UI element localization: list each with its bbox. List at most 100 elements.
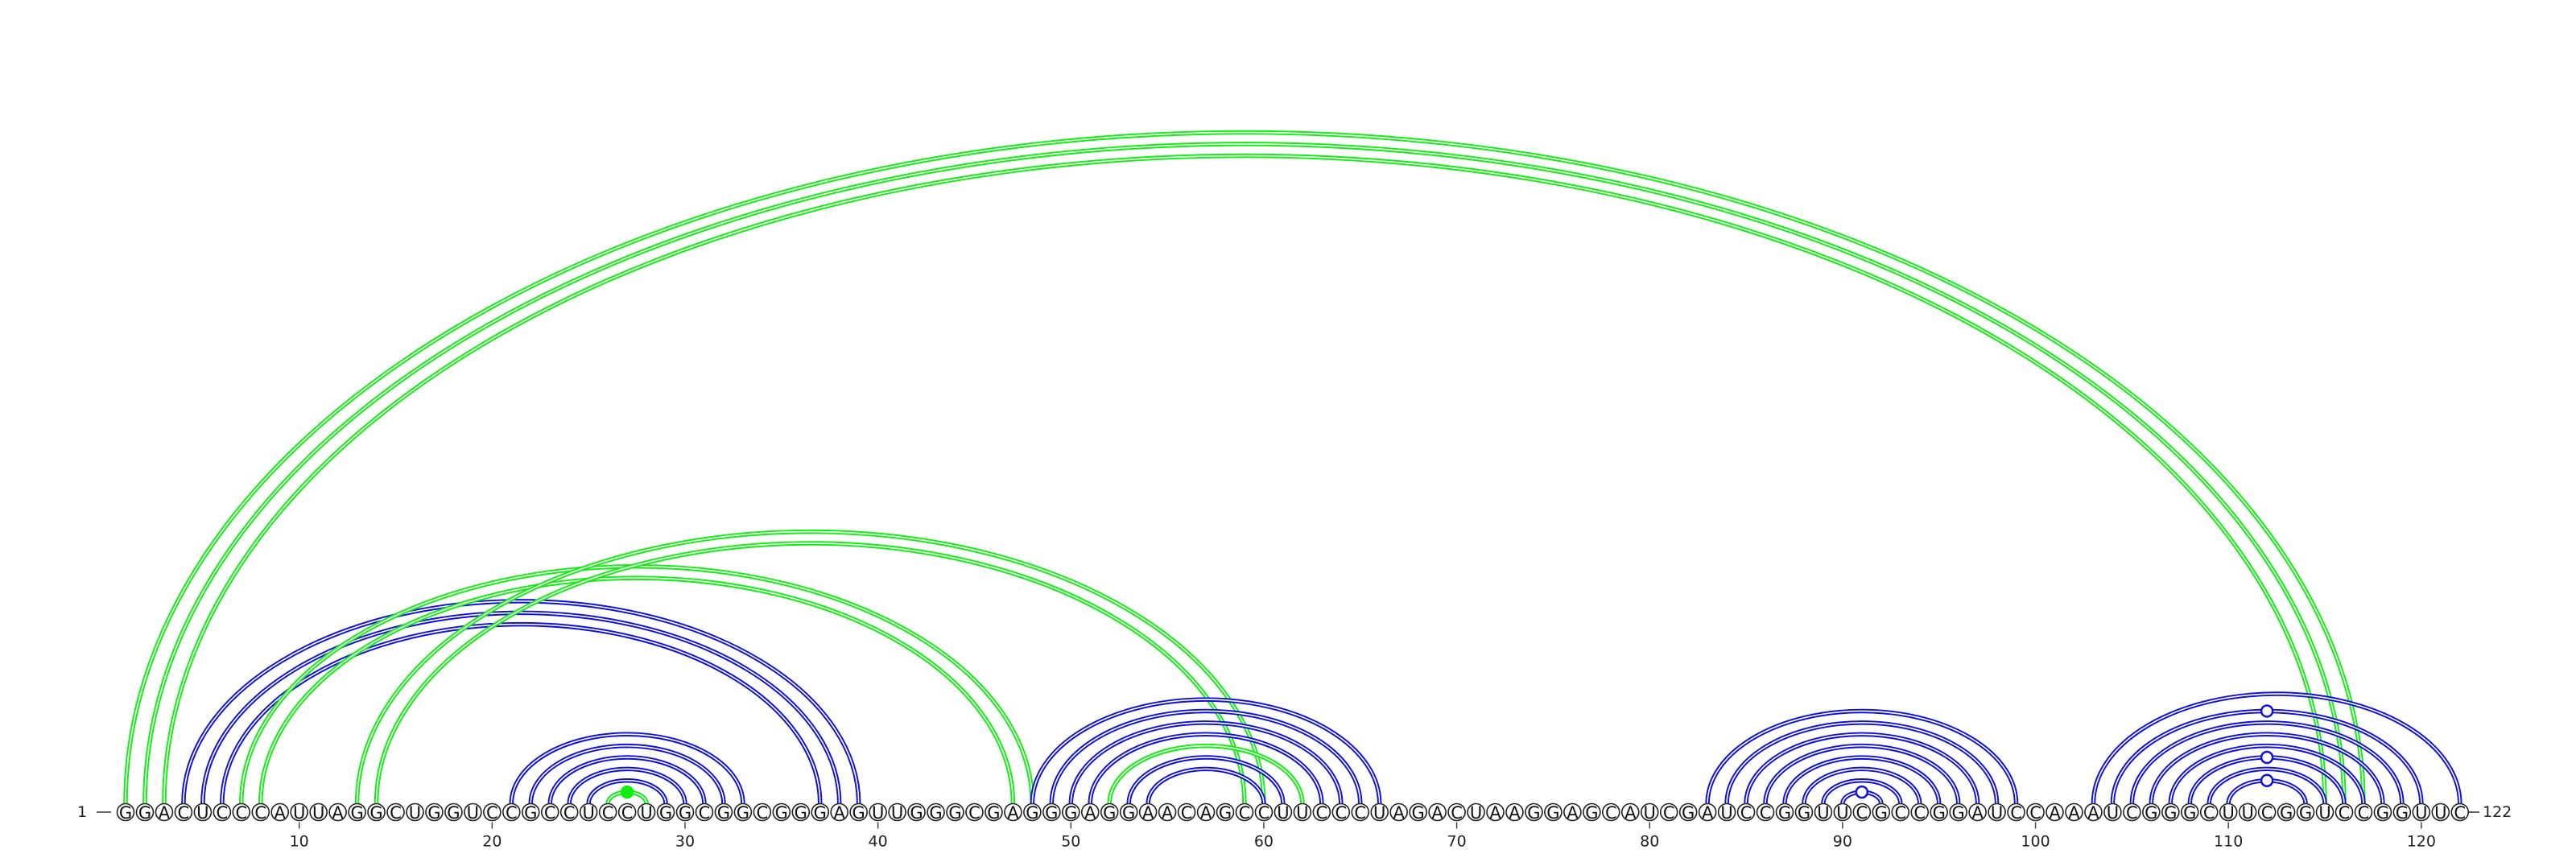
pair-arc-core-21-33 (510, 733, 744, 804)
nucleotide-letter-16: U (409, 803, 421, 823)
nucleotide-letter-92: G (1875, 803, 1888, 823)
nucleotide-letter-100: C (2029, 803, 2041, 823)
nucleotide-letter-26: C (602, 803, 614, 823)
nucleotide-circle-109 (2199, 802, 2219, 822)
nucleotide-circle-7 (232, 802, 251, 822)
nucleotide-circle-48 (1023, 802, 1042, 822)
pair-arc-core-103-122 (2092, 693, 2461, 804)
tick-label-40: 40 (869, 833, 888, 851)
nucleotide-letter-63: C (1315, 803, 1327, 823)
nucleotide-letter-106: G (2145, 803, 2157, 823)
nucleotide-letter-90: U (1836, 803, 1848, 823)
nucleotide-letter-88: G (1798, 803, 1810, 823)
nucleotide-letter-33: G (737, 803, 749, 823)
nucleotide-circle-96 (1949, 802, 1967, 822)
nucleotide-letter-76: A (1567, 803, 1579, 823)
pair-marker-108-116 (2260, 750, 2274, 765)
nucleotide-letter-22: G (524, 803, 537, 823)
nucleotide-circle-89 (1814, 802, 1833, 822)
nucleotide-letter-11: U (312, 803, 324, 823)
nucleotide-letter-61: U (1277, 803, 1289, 823)
nucleotide-circle-71 (1467, 802, 1485, 822)
nucleotide-letter-74: G (1527, 803, 1540, 823)
nucleotide-circle-20 (483, 802, 502, 822)
nucleotide-letter-24: C (564, 803, 576, 823)
nucleotide-letter-75: G (1546, 803, 1559, 823)
nucleotide-circle-64 (1331, 802, 1351, 822)
nucleotide-letter-79: A (1624, 803, 1637, 823)
nucleotide-letter-4: C (178, 803, 190, 823)
position-axis: 10 20 30 40 50 60 70 80 90 100 110 120 (290, 822, 2436, 851)
pair-arc-core-107-117 (2169, 745, 2364, 804)
pair-arc-52-62 (1107, 743, 1305, 804)
nucleotide-circle-16 (406, 802, 424, 822)
nucleotide-letter-120: U (2415, 803, 2427, 823)
nucleotide-circle-11 (309, 802, 328, 822)
nucleotide-letter-32: G (717, 803, 730, 823)
sequence-backbone: 1 122 (77, 803, 2512, 821)
nucleotide-circle-62 (1293, 802, 1312, 822)
pair-arc-core-8-47 (259, 577, 1014, 804)
nucleotide-circle-84 (1717, 802, 1736, 822)
nucleotide-letter-116: C (2339, 803, 2351, 823)
nucleotide-letter-110: U (2222, 803, 2234, 823)
nucleotide-circle-6 (213, 802, 232, 822)
tick-label-110: 110 (2214, 833, 2243, 851)
nucleotide-letter-44: G (948, 803, 961, 823)
nucleotide-circle-37 (811, 802, 830, 822)
nucleotide-circle-3 (155, 802, 174, 822)
nucleotide-letter-80: U (1644, 803, 1656, 823)
nucleotide-circle-12 (328, 802, 347, 822)
nucleotide-circle-107 (2161, 802, 2180, 822)
nucleotide-circle-27 (617, 802, 637, 822)
nucleotide-circle-105 (2123, 802, 2141, 822)
nucleotide-circle-28 (637, 802, 656, 822)
nucleotide-letter-2: G (138, 803, 151, 823)
nucleotide-letter-72: A (1489, 803, 1501, 823)
nucleotide-circle-43 (927, 802, 945, 822)
pair-marker-26-28 (620, 785, 634, 799)
nucleotide-letter-103: A (2087, 803, 2099, 823)
nucleotide-letter-23: C (544, 803, 556, 823)
nucleotide-letter-86: C (1760, 803, 1772, 823)
nucleotide-circle-93 (1891, 802, 1910, 822)
nucleotide-circle-23 (540, 802, 559, 822)
nucleotide-letter-78: C (1605, 803, 1617, 823)
nucleotide-circle-78 (1602, 802, 1620, 822)
base-pair-arcs (123, 130, 2462, 804)
tick-label-70: 70 (1447, 833, 1466, 851)
nucleotide-circle-40 (869, 802, 887, 822)
nucleotide-circle-47 (1004, 802, 1022, 822)
nucleotide-letter-54: A (1142, 803, 1154, 823)
nucleotide-circle-74 (1525, 802, 1543, 822)
nucleotide-circle-19 (464, 802, 482, 822)
nucleotide-letter-55: A (1162, 803, 1174, 823)
nucleotide-circle-35 (772, 802, 791, 822)
pair-arc-core-83-99 (1707, 710, 2017, 804)
nucleotide-letter-94: C (1913, 803, 1926, 823)
nucleotide-circle-50 (1061, 802, 1080, 822)
nucleotide-circle-94 (1910, 802, 1930, 822)
pair-arc-core-105-119 (2131, 722, 2403, 804)
nucleotide-circle-1 (116, 802, 135, 822)
nucleotide-letter-104: U (2107, 803, 2119, 823)
nucleotide-circle-33 (733, 802, 753, 822)
nucleotide-circle-76 (1563, 802, 1582, 822)
pair-arc-core-6-37 (221, 623, 821, 804)
nucleotide-letter-114: G (2299, 803, 2312, 823)
nucleotide-letter-107: G (2164, 803, 2177, 823)
tick-label-60: 60 (1254, 833, 1274, 851)
nucleotide-circle-39 (849, 802, 868, 822)
nucleotide-letter-41: U (891, 803, 903, 823)
nucleotide-circle-100 (2026, 802, 2045, 822)
nucleotide-circle-29 (656, 802, 675, 822)
nucleotide-letter-121: U (2434, 803, 2446, 823)
nucleotide-letter-96: G (1952, 803, 1965, 823)
nucleotide-circle-102 (2065, 802, 2083, 822)
nucleotide-circle-32 (714, 802, 733, 822)
nucleotide-circle-69 (1428, 802, 1447, 822)
nucleotide-letter-45: C (968, 803, 980, 823)
nucleotide-letter-14: G (369, 803, 382, 823)
nucleotide-circle-97 (1968, 802, 1987, 822)
